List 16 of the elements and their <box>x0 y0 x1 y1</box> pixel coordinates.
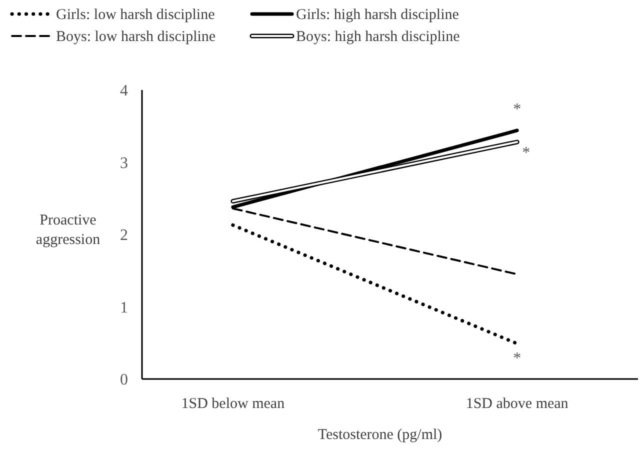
x-axis-title: Testosterone (pg/ml) <box>318 427 442 443</box>
y-tick-label: 1 <box>120 299 128 316</box>
annotation: * <box>513 350 522 368</box>
legend-label: Girls: high harsh discipline <box>296 7 460 23</box>
x-tick-label: 1SD below mean <box>181 396 286 412</box>
legend-label: Boys: low harsh discipline <box>56 29 216 45</box>
y-axis-title: Proactive aggression <box>36 212 101 248</box>
y-tick-label: 0 <box>120 372 128 389</box>
legend-label: Boys: high harsh discipline <box>296 29 460 45</box>
annotation: * <box>522 144 530 162</box>
legend-label: Girls: low harsh discipline <box>56 7 216 23</box>
y-tick-label: 3 <box>120 154 128 172</box>
annotation: * <box>513 101 522 118</box>
y-tick-label: 2 <box>120 227 128 244</box>
y-tick-label: 4 <box>120 82 128 100</box>
x-tick-label: 1SD above mean <box>466 396 569 412</box>
